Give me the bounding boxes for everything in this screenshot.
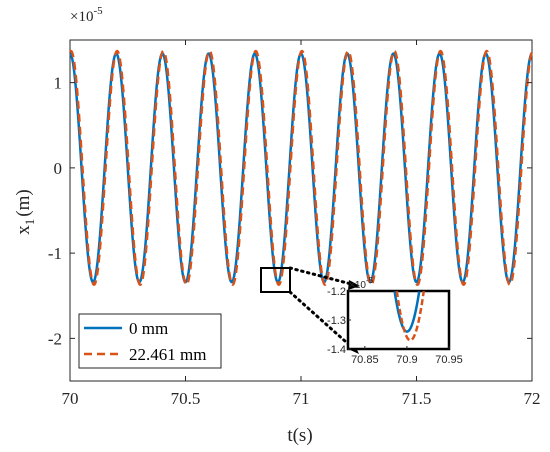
x-tick-label: 70 bbox=[62, 389, 79, 408]
legend: 0 mm 22.461 mm bbox=[78, 313, 222, 369]
y-tick-label: -2 bbox=[48, 329, 62, 348]
inset-series-line-2 bbox=[395, 290, 425, 342]
inset-x-tick-label: 70.85 bbox=[351, 354, 379, 366]
y-axis-label: x1(m) bbox=[13, 189, 37, 234]
inset-ticks: 70.85 70.9 70.95 -1.2 -1.3 -1.4 bbox=[327, 286, 463, 366]
zoom-connector-top bbox=[288, 266, 357, 287]
main-ticks: 70 70.5 71 71.5 72 1 0 -1 -2 bbox=[48, 40, 541, 408]
y-exponent-label: ×10-5 bbox=[70, 5, 103, 25]
inset-curves bbox=[393, 290, 425, 342]
legend-box bbox=[78, 313, 222, 369]
y-tick-label: -1 bbox=[48, 244, 62, 263]
x-tick-label: 72 bbox=[524, 389, 541, 408]
main-curves bbox=[68, 49, 534, 286]
x-tick-label: 70.5 bbox=[171, 389, 201, 408]
y-tick-label: 0 bbox=[54, 159, 63, 178]
x-tick-label: 71.5 bbox=[402, 389, 432, 408]
y-tick-label: 1 bbox=[54, 74, 63, 93]
x-axis-label: t(s) bbox=[287, 425, 312, 446]
legend-label-series-2: 22.461 mm bbox=[129, 345, 206, 364]
inset-plot-area bbox=[346, 289, 451, 351]
inset-x-tick-label: 70.95 bbox=[435, 354, 463, 366]
inset-y-tick-label: -1.4 bbox=[327, 344, 346, 356]
inset-y-tick-label: -1.2 bbox=[327, 286, 346, 298]
zoom-arrow-top bbox=[348, 280, 360, 290]
x-tick-label: 71 bbox=[293, 389, 310, 408]
legend-label-series-1: 0 mm bbox=[129, 319, 168, 338]
inset-y-tick-label: -1.3 bbox=[327, 315, 346, 327]
inset-y-exponent-label: ×10-5 bbox=[349, 276, 374, 291]
series-line-2 bbox=[68, 49, 534, 286]
zoom-region-box bbox=[260, 267, 291, 293]
inset-x-tick-label: 70.9 bbox=[396, 354, 417, 366]
inset-series-line-1 bbox=[393, 291, 421, 333]
zoom-connector-bottom bbox=[288, 290, 357, 352]
